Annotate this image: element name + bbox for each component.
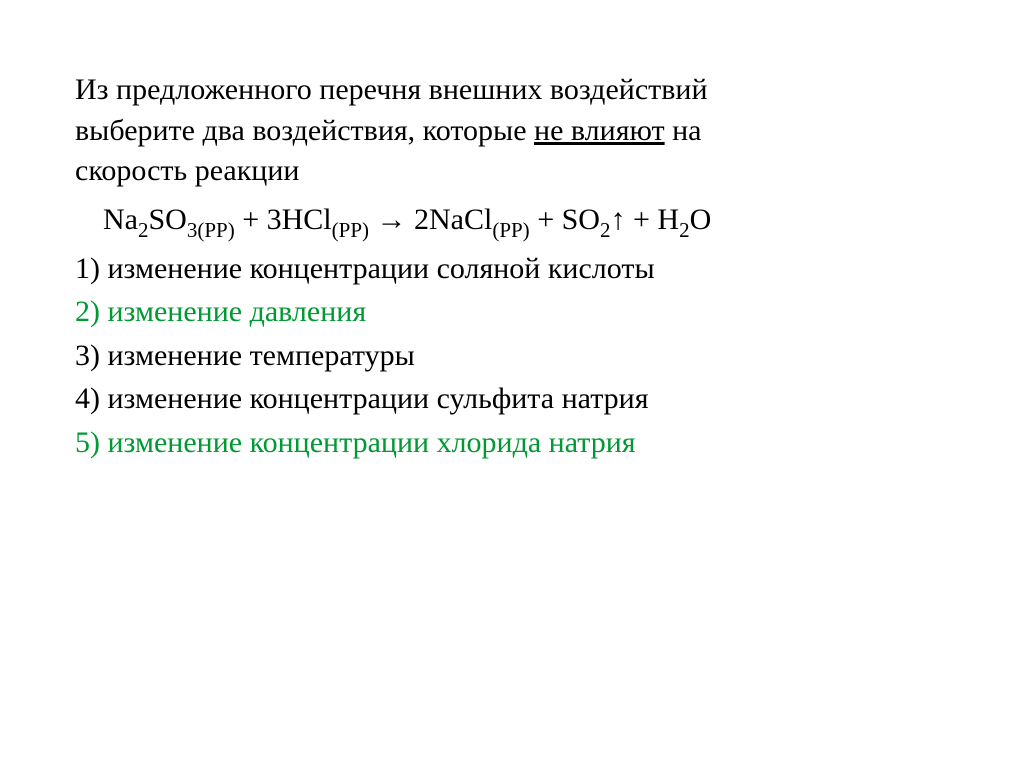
eq-sub2a: 2 [138,218,149,242]
intro-line2c: на [665,114,702,147]
eq-pp2: (РР) [332,218,369,242]
eq-so: SO [148,203,186,236]
eq-o: O [690,203,712,236]
option-num: 5) [75,426,100,459]
option-num: 1) [75,252,100,285]
option-1: 1) изменение концентрации соляной кислот… [75,249,964,290]
intro-line3: скорость реакции [75,154,299,187]
intro-line2a: выберите два воздействия, которые [75,114,534,147]
option-num: 4) [75,382,100,415]
options-list: 1) изменение концентрации соляной кислот… [75,249,964,464]
option-2: 2) изменение давления [75,292,964,333]
eq-h2o: + H [625,203,679,236]
option-text: изменение температуры [100,339,415,372]
intro-underlined: не влияют [534,114,665,147]
eq-arrow: → 2NaCl [369,203,492,236]
option-5: 5) изменение концентрации хлорида натрия [75,423,964,464]
eq-so2: + SO [530,203,600,236]
option-num: 3) [75,339,100,372]
option-3: 3) изменение температуры [75,336,964,377]
option-text: изменение концентрации хлорида натрия [100,426,636,459]
eq-na: Na [103,203,138,236]
chemical-equation: Na2SO3(РР) + 3HCl(РР) → 2NaCl(РР) + SO2↑… [103,200,964,243]
option-text: изменение концентрации соляной кислоты [100,252,655,285]
eq-up: ↑ [610,203,625,236]
eq-sub2b: 2 [600,218,611,242]
option-text: изменение давления [100,295,366,328]
eq-pp1: (РР) [197,218,234,242]
option-num: 2) [75,295,100,328]
eq-sub3: 3 [187,218,198,242]
option-text: изменение концентрации сульфита натрия [100,382,649,415]
eq-sub2c: 2 [679,218,690,242]
eq-hcl: + 3HCl [235,203,332,236]
question-intro: Из предложенного перечня внешних воздейс… [75,70,964,192]
intro-line1: Из предложенного перечня внешних воздейс… [75,73,708,106]
eq-pp3: (РР) [492,218,529,242]
option-4: 4) изменение концентрации сульфита натри… [75,379,964,420]
